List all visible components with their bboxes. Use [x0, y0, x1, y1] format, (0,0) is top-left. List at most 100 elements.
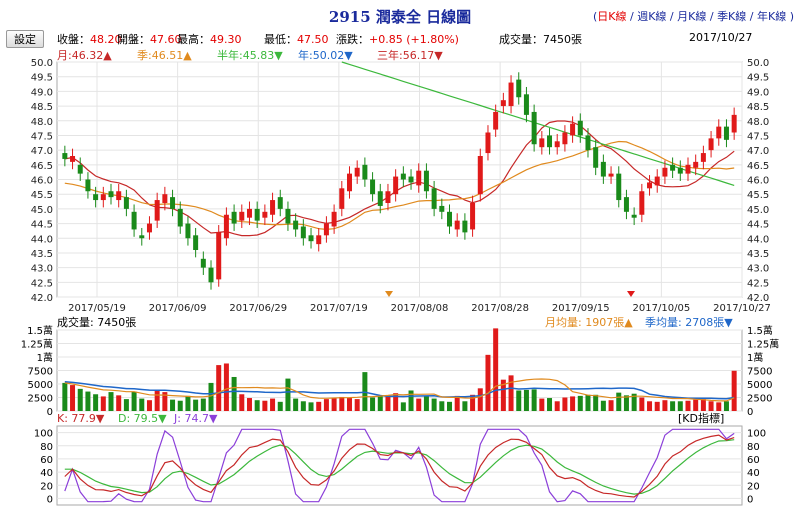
- candle-body: [316, 235, 322, 245]
- price-tick-label-right: 43.5: [747, 249, 769, 260]
- candle-body: [593, 147, 599, 168]
- ma-quarter-legend: 季:46.51▲: [137, 49, 192, 62]
- volume-tick-label-left: 0: [47, 407, 53, 418]
- open-label: 開盤：: [117, 33, 150, 46]
- volume-bar: [639, 397, 645, 411]
- kd-indicator-badge[interactable]: [KD指標]: [678, 411, 724, 425]
- candle-body: [677, 167, 683, 174]
- volume-tick-label-right: 7500: [747, 367, 772, 378]
- volume-bar: [647, 401, 653, 411]
- high-label: 最高：: [177, 33, 210, 46]
- volume-bar: [693, 399, 699, 411]
- price-tick-label-left: 45.5: [31, 190, 53, 201]
- price-tick-label-right: 47.0: [747, 146, 769, 157]
- volume-bar: [423, 396, 429, 411]
- volume-ma-month-label: 月均量: 1907張▲: [545, 316, 633, 329]
- candle-body: [662, 167, 668, 177]
- volume-tick-label-left: 2500: [28, 394, 53, 405]
- candle-body: [285, 208, 291, 224]
- candle-body: [116, 191, 122, 201]
- kd-tick-label-right: 80: [747, 442, 760, 453]
- volume-tick-label-left: 1.5萬: [27, 324, 53, 337]
- candle-body: [516, 79, 522, 98]
- volume-bar: [731, 370, 737, 411]
- volume-bar: [400, 402, 406, 411]
- candle-body: [323, 223, 329, 236]
- marker-triangle: [627, 291, 635, 297]
- price-tick-label-right: 43.0: [747, 264, 769, 275]
- ma-month-line: [64, 120, 735, 237]
- ma-half-year-line: [341, 61, 735, 186]
- tf-monthly-link[interactable]: 月K線: [677, 10, 707, 23]
- candle-body: [477, 156, 483, 195]
- high-value: 49.30: [210, 33, 242, 46]
- candle-body: [631, 214, 637, 218]
- candle-body: [708, 138, 714, 151]
- volume-bar: [231, 376, 237, 411]
- kd-tick-label-left: 100: [34, 429, 53, 440]
- volume-bar: [185, 395, 191, 411]
- candle-body: [539, 138, 545, 148]
- tf-quarterly-link[interactable]: 季K線: [717, 10, 747, 23]
- volume-tick-label-right: 2500: [747, 394, 772, 405]
- kd-tick-label-right: 100: [747, 429, 766, 440]
- price-tick-label-right: 48.0: [747, 117, 769, 128]
- date-tick-label: 2017/07/19: [310, 303, 368, 314]
- candle-body: [370, 179, 376, 195]
- volume-bar: [123, 399, 129, 411]
- volume-bar: [539, 398, 545, 411]
- volume-value: 7450張: [543, 33, 582, 46]
- date-tick-label: 2017/10/05: [633, 303, 691, 314]
- candle-body: [362, 164, 368, 180]
- date-tick-label: 2017/06/09: [149, 303, 207, 314]
- candle-body: [385, 191, 391, 203]
- candle-body: [70, 156, 76, 162]
- candle-body: [693, 161, 699, 168]
- volume-bar: [477, 388, 483, 411]
- volume-tick-label-left: 1萬: [37, 351, 53, 364]
- candle-body: [346, 173, 352, 192]
- candle-body: [531, 111, 537, 145]
- price-tick-label-right: 46.5: [747, 161, 769, 172]
- date-tick-label: 2017/09/15: [552, 303, 610, 314]
- candle-body: [185, 223, 191, 239]
- price-tick-label-left: 47.0: [31, 146, 53, 157]
- candle-body: [523, 94, 529, 115]
- volume-tick-label-right: 0: [747, 407, 753, 418]
- candle-body: [154, 200, 160, 221]
- price-panel: 50.0 50.0 49.5 49.5 49.0 49.0 48.5 48.5 48.0 48.0…: [31, 58, 771, 314]
- volume-bar: [393, 393, 399, 411]
- tf-weekly-link[interactable]: 週K線: [637, 10, 667, 23]
- volume-bar: [200, 398, 206, 411]
- marker-triangle: [385, 291, 393, 297]
- candle-body: [600, 161, 606, 177]
- volume-tick-label-left: 5000: [28, 380, 53, 391]
- price-tick-label-left: 49.5: [31, 73, 53, 84]
- candle-body: [177, 208, 183, 227]
- volume-bar: [131, 391, 137, 411]
- date-tick-label: 2017/10/27: [713, 303, 771, 314]
- tf-yearly-link[interactable]: 年K線: [756, 10, 787, 23]
- volume-bar: [723, 401, 729, 411]
- volume-bar: [662, 400, 668, 411]
- candle-body: [508, 82, 514, 107]
- candle-body: [639, 191, 645, 215]
- tf-daily-link[interactable]: 日K線: [597, 10, 627, 23]
- candle-body: [131, 211, 137, 230]
- volume-bar: [285, 378, 291, 411]
- price-tick-label-right: 48.5: [747, 102, 769, 113]
- price-tick-label-left: 44.5: [31, 220, 53, 231]
- paren-open: (: [593, 10, 598, 23]
- timeframe-links: (日K線 / 週K線 / 月K線 / 季K線 / 年K線 ): [593, 8, 794, 24]
- change-value: +0.85 (+1.80%): [369, 33, 459, 46]
- volume-bar: [531, 389, 537, 411]
- volume-tick-label-right: 1.5萬: [747, 324, 773, 337]
- ma-quarter-line: [64, 140, 735, 231]
- settings-button[interactable]: 設定: [6, 30, 44, 48]
- volume-bar: [377, 396, 383, 411]
- volume-bar: [677, 401, 683, 411]
- volume-bar: [339, 396, 345, 411]
- price-tick-label-left: 46.5: [31, 161, 53, 172]
- volume-bar: [462, 401, 468, 411]
- price-tick-label-left: 48.5: [31, 102, 53, 113]
